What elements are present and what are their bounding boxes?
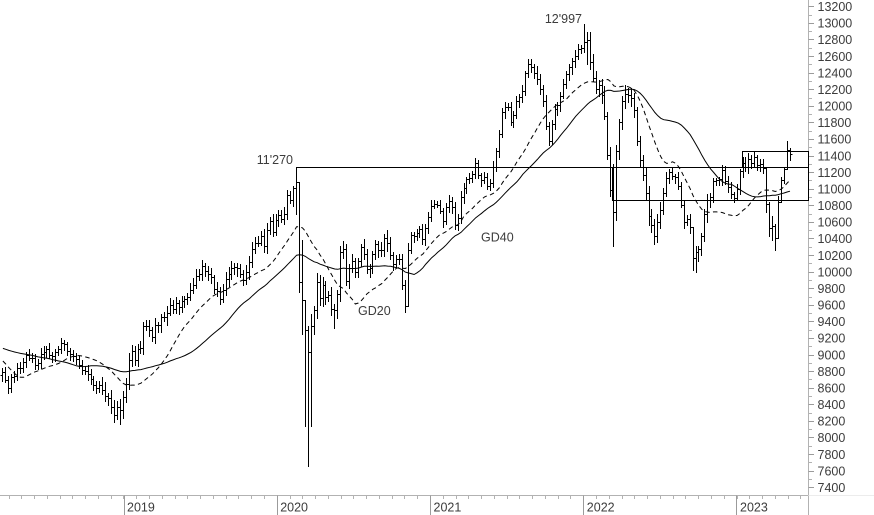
svg-text:11200: 11200 — [818, 166, 852, 180]
svg-text:8400: 8400 — [818, 398, 846, 412]
svg-text:7400: 7400 — [818, 481, 846, 495]
svg-text:12000: 12000 — [818, 100, 853, 114]
svg-text:12400: 12400 — [818, 66, 853, 80]
svg-text:12600: 12600 — [818, 50, 853, 64]
svg-text:9200: 9200 — [818, 332, 846, 346]
svg-text:GD20: GD20 — [358, 304, 391, 318]
svg-text:7600: 7600 — [818, 464, 846, 478]
svg-text:10600: 10600 — [818, 216, 853, 230]
svg-text:12'997: 12'997 — [545, 12, 582, 26]
svg-text:12200: 12200 — [818, 83, 853, 97]
svg-text:10400: 10400 — [818, 232, 853, 246]
svg-text:8800: 8800 — [818, 365, 846, 379]
svg-text:11600: 11600 — [818, 133, 852, 147]
svg-text:13200: 13200 — [818, 0, 853, 14]
svg-text:11400: 11400 — [818, 149, 852, 163]
svg-text:2021: 2021 — [434, 501, 462, 515]
svg-text:10000: 10000 — [818, 265, 853, 279]
svg-text:9400: 9400 — [818, 315, 846, 329]
svg-text:9000: 9000 — [818, 348, 846, 362]
svg-text:11800: 11800 — [818, 116, 852, 130]
svg-text:11000: 11000 — [818, 182, 852, 196]
svg-text:GD40: GD40 — [481, 231, 514, 245]
svg-text:8600: 8600 — [818, 381, 846, 395]
svg-text:2020: 2020 — [280, 501, 308, 515]
svg-text:10200: 10200 — [818, 249, 853, 263]
svg-text:2023: 2023 — [740, 501, 768, 515]
svg-text:8000: 8000 — [818, 431, 846, 445]
svg-text:9800: 9800 — [818, 282, 846, 296]
svg-text:11'270: 11'270 — [257, 153, 293, 167]
svg-text:9600: 9600 — [818, 299, 846, 313]
svg-text:10800: 10800 — [818, 199, 853, 213]
svg-text:13000: 13000 — [818, 17, 853, 31]
svg-text:12800: 12800 — [818, 33, 853, 47]
svg-text:2022: 2022 — [587, 501, 615, 515]
svg-text:8200: 8200 — [818, 415, 846, 429]
svg-text:7800: 7800 — [818, 448, 846, 462]
svg-text:2019: 2019 — [127, 501, 155, 515]
